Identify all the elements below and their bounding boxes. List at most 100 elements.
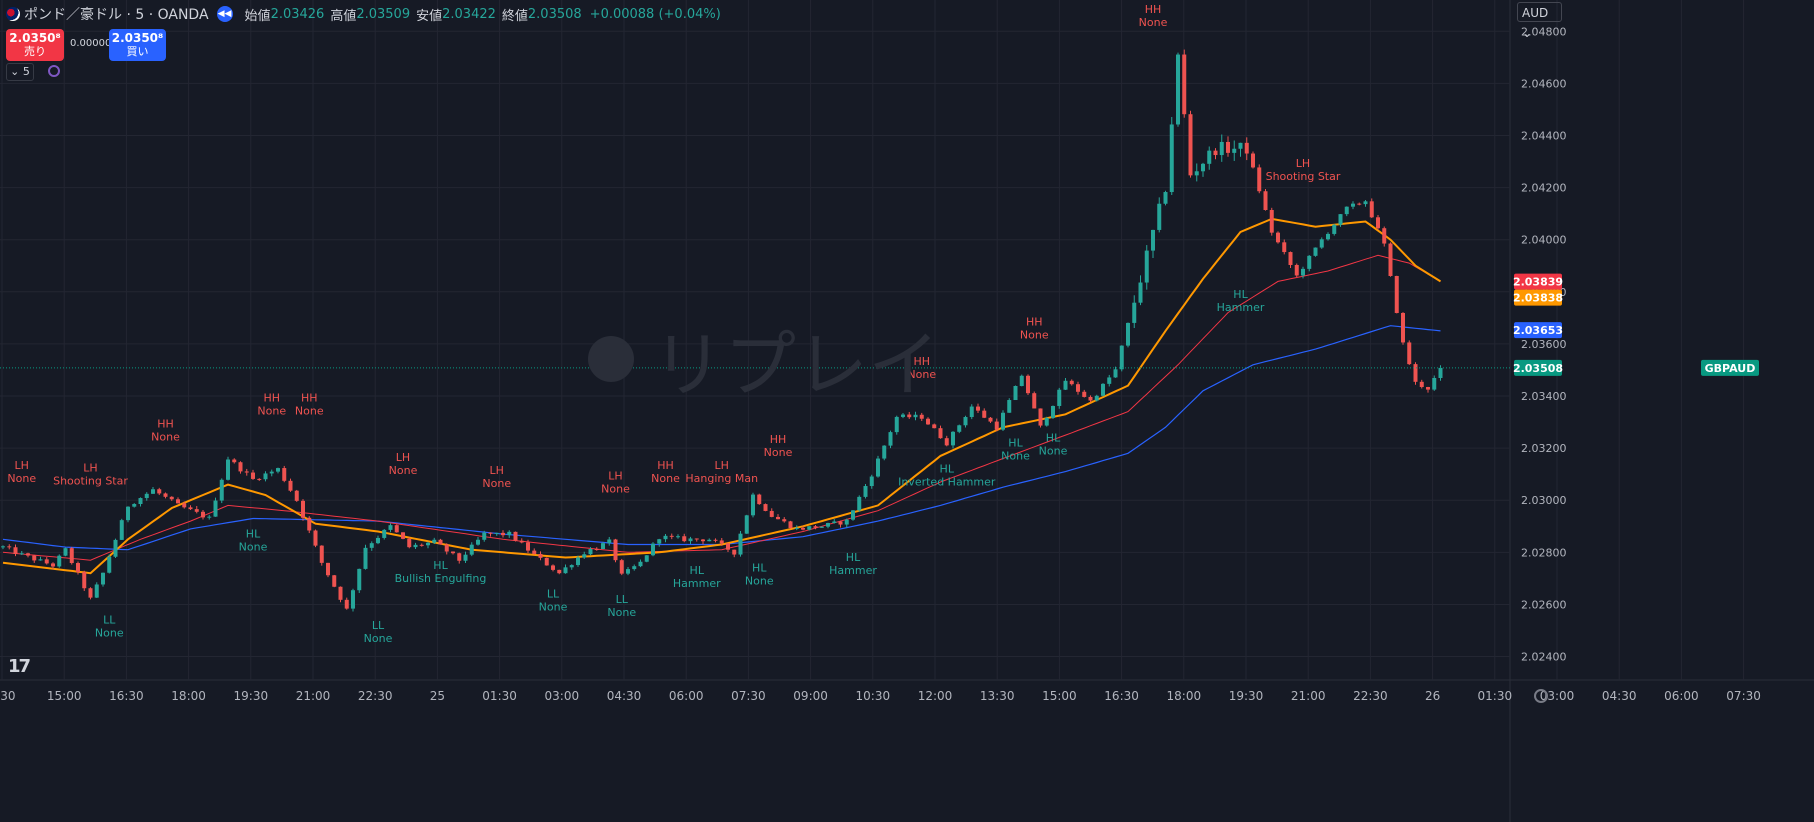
candle-body — [1163, 192, 1168, 204]
annotation-pattern: Shooting Star — [53, 475, 128, 488]
candle-body — [544, 557, 549, 566]
candle-body — [488, 532, 493, 534]
interval-toggle[interactable]: ⌄ 5 — [6, 63, 34, 81]
annotation-label: LL — [616, 593, 629, 606]
candle-body — [401, 532, 405, 539]
candle-body — [101, 572, 105, 585]
candle-body — [263, 473, 268, 480]
x-tick-label: 21:00 — [296, 689, 331, 703]
candle-body — [632, 566, 637, 570]
candle-body — [863, 486, 868, 497]
low-value: 2.03422 — [442, 6, 496, 22]
candle-body — [657, 539, 662, 544]
symbol-title[interactable]: ポンド／豪ドル · 5 · OANDA — [24, 7, 209, 23]
candle-body — [1338, 214, 1343, 225]
x-tick-label: 1:30 — [0, 689, 15, 703]
annotation-label: HH — [913, 355, 930, 368]
candle-body — [1332, 224, 1337, 234]
price-label-bg — [1514, 322, 1562, 339]
candle-body — [32, 555, 37, 561]
annotation-label: LH — [396, 451, 410, 464]
sync-icon[interactable] — [48, 65, 60, 77]
annotation-label: HL — [752, 562, 767, 575]
annotation-label: LL — [372, 619, 385, 632]
candle-body — [976, 406, 980, 411]
price-label: 2.03508 — [1513, 362, 1563, 375]
candle-body — [688, 538, 693, 542]
candle-body — [888, 432, 893, 446]
annotation-label: HH — [1145, 3, 1162, 16]
x-tick-label: 01:30 — [1478, 689, 1513, 703]
candle-body — [726, 543, 730, 550]
candle-body — [213, 500, 218, 517]
candle-body — [282, 468, 287, 481]
candle-body — [1244, 142, 1249, 154]
candle-body — [857, 496, 862, 511]
candle-body — [1319, 239, 1324, 248]
candle-body — [526, 542, 530, 551]
annotation-pattern: Hanging Man — [685, 472, 758, 485]
x-tick-label: 22:30 — [1353, 689, 1388, 703]
candle-body — [969, 406, 974, 418]
x-tick-label: 26 — [1425, 689, 1440, 703]
time-axis: 1:30 15:00 16:30 18:00 19:30 21:00 22:30 25 01:3… — [0, 689, 1761, 703]
annotation-pattern: None — [151, 430, 180, 443]
candle-body — [551, 565, 555, 570]
candle-body — [1188, 114, 1193, 176]
candle-body — [1019, 375, 1024, 386]
candle-body — [482, 532, 487, 540]
price-label: 2.03838 — [1513, 292, 1563, 305]
candle-body — [938, 428, 943, 439]
candle-body — [1144, 250, 1149, 283]
price-label: 2.03653 — [1513, 324, 1563, 337]
annotation-pattern: None — [482, 477, 511, 490]
candle-body — [1007, 400, 1012, 413]
candle-body — [1294, 264, 1299, 276]
candle-body — [1413, 364, 1418, 382]
candle-body — [538, 553, 543, 558]
candle-body — [413, 544, 418, 548]
ma-mid-line — [2, 254, 1441, 561]
candle-body — [238, 462, 243, 472]
candle-body — [182, 503, 187, 508]
annotation-pattern: None — [745, 575, 774, 588]
annotation-pattern: None — [389, 464, 418, 477]
candle-body — [319, 545, 324, 563]
candle-body — [1438, 367, 1443, 378]
gear-icon[interactable] — [1534, 689, 1548, 703]
currency-selector[interactable]: AUD ⌄ — [1517, 2, 1562, 40]
candle-body — [719, 540, 724, 544]
annotation-label: HH — [657, 459, 674, 472]
candle-body — [469, 544, 474, 555]
annotation-label: HL — [846, 551, 861, 564]
x-tick-label: 01:30 — [482, 689, 517, 703]
candle-body — [907, 414, 912, 418]
x-tick-label: 06:00 — [1664, 689, 1699, 703]
candle-body — [344, 599, 349, 609]
candle-body — [519, 540, 524, 543]
candle-body — [7, 546, 12, 548]
candle-body — [244, 471, 249, 473]
candle-body — [1251, 153, 1255, 168]
candle-body — [682, 536, 687, 542]
candle-body — [219, 479, 224, 501]
candle-body — [1176, 54, 1180, 125]
x-tick-label: 12:00 — [918, 689, 953, 703]
currency-flag-icon — [6, 7, 20, 21]
annotation-label: LH — [715, 459, 729, 472]
tradingview-logo-icon[interactable]: 17 — [8, 656, 31, 677]
candle-body — [694, 538, 699, 540]
annotation-pattern: Shooting Star — [1266, 170, 1341, 183]
annotation-label: LH — [608, 469, 622, 482]
buy-button[interactable]: 2.0350⁸ 買い — [109, 29, 166, 61]
candle-body — [763, 504, 768, 511]
annotation-label: HL — [1046, 431, 1061, 444]
candle-body — [394, 525, 399, 533]
candle-body — [819, 526, 824, 528]
sell-button[interactable]: 2.0350⁸ 売り — [6, 29, 64, 61]
candle-body — [1076, 384, 1080, 392]
candle-body — [457, 553, 462, 561]
replay-icon[interactable]: ◀◀ — [216, 6, 233, 22]
candle-body — [69, 548, 74, 564]
